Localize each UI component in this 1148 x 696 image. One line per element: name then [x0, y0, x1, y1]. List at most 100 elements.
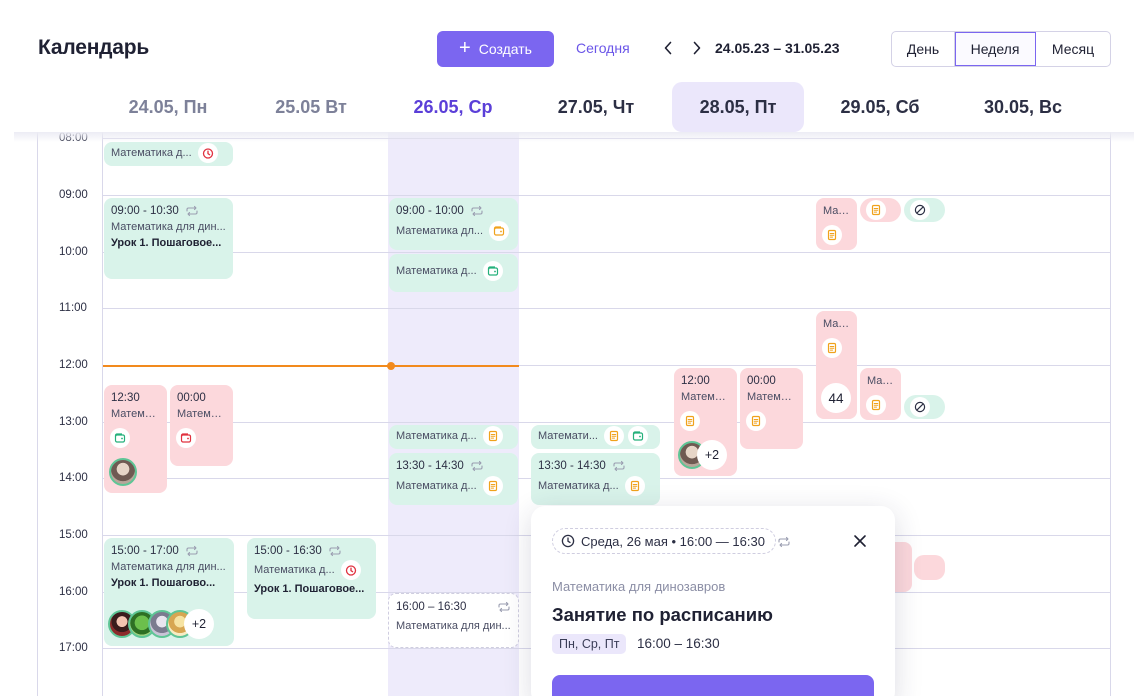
avatar — [109, 458, 137, 486]
current-time-line — [103, 365, 519, 367]
event-card[interactable]: 13:30 - 14:30 Математика д... — [389, 453, 518, 505]
event-popover: Среда, 26 мая • 16:00 — 16:30 Математика… — [531, 506, 895, 696]
hour-line — [102, 365, 1110, 366]
document-icon — [866, 200, 886, 220]
event-subject: Математика д... — [254, 564, 335, 576]
day-header-tue[interactable]: 25.05 Вт — [275, 96, 347, 117]
day-header-wed[interactable]: 26.05, Ср — [413, 96, 493, 117]
event-card[interactable]: 00:00 Матема... — [170, 385, 233, 466]
date-range: 24.05.23 – 31.05.23 — [715, 40, 840, 56]
time-label: 13:00 — [59, 416, 88, 428]
event-time: 00:00 — [747, 375, 776, 387]
more-participants[interactable]: +2 — [697, 440, 727, 470]
more-participants[interactable]: +2 — [184, 609, 214, 639]
event-card[interactable]: 13:30 - 14:30 Математика д... — [531, 453, 660, 505]
event-time: 13:30 - 14:30 — [396, 460, 464, 472]
event-subject: Математика д... — [538, 480, 619, 492]
popover-time: 16:00 – 16:30 — [637, 636, 720, 651]
repeat-icon — [471, 460, 483, 472]
event-time: 12:30 — [111, 392, 140, 404]
event-subject: Матема... — [681, 391, 730, 403]
time-label: 10:00 — [59, 246, 88, 258]
event-subject: Математика дл... — [396, 225, 484, 237]
event-card[interactable]: 12:30 Матема... — [104, 385, 167, 493]
document-icon — [822, 338, 842, 358]
close-icon[interactable] — [853, 534, 867, 548]
day-header-mon[interactable]: 24.05, Пн — [128, 96, 208, 117]
hour-line — [102, 252, 1110, 253]
prev-week-icon[interactable] — [661, 38, 675, 58]
day-header-sat[interactable]: 29.05, Сб — [840, 96, 920, 117]
popover-action-button[interactable] — [552, 675, 874, 696]
event-card[interactable]: Математика д... — [389, 254, 518, 292]
wallet-icon — [489, 221, 510, 241]
event-card[interactable]: 12:00 Матема... +2 — [674, 368, 737, 476]
time-label: 15:00 — [59, 529, 88, 541]
day-header-fri[interactable]: 28.05, Пт — [672, 82, 804, 132]
view-day-button[interactable]: День — [892, 32, 955, 66]
event-card[interactable]: Мат... 44 — [816, 311, 857, 419]
event-time: 09:00 - 10:00 — [396, 205, 464, 217]
hour-line — [102, 422, 1110, 423]
plus-icon: + — [459, 37, 471, 59]
next-week-icon[interactable] — [690, 38, 704, 58]
today-link[interactable]: Сегодня — [576, 40, 630, 56]
time-label: 11:00 — [59, 302, 87, 314]
event-card[interactable]: Мат... — [816, 198, 857, 250]
view-week-button[interactable]: Неделя — [955, 32, 1036, 66]
event-lesson: Урок 1. Пошаговое... — [254, 583, 365, 595]
wallet-icon — [482, 261, 503, 281]
event-time: 16:00 – 16:30 — [396, 601, 467, 613]
event-card[interactable] — [904, 198, 945, 222]
event-time: 15:00 - 17:00 — [111, 545, 179, 557]
event-card[interactable]: Математика д... — [389, 425, 518, 449]
document-icon — [482, 426, 503, 446]
event-card[interactable]: 15:00 - 16:30 Математика д... Урок 1. По… — [247, 538, 376, 619]
wallet-icon — [627, 426, 648, 446]
event-subject: Матема... — [747, 391, 796, 403]
event-card[interactable]: 09:00 - 10:00 Математика дл... — [389, 198, 518, 250]
time-label: 09:00 — [59, 189, 88, 201]
hour-line — [102, 195, 1110, 196]
document-icon — [624, 476, 645, 496]
event-lesson: Урок 1. Пошаговое... — [111, 237, 222, 249]
event-lesson: Урок 1. Пошагово... — [111, 577, 216, 589]
participants-count[interactable]: 44 — [821, 383, 851, 413]
repeat-icon — [329, 545, 341, 557]
event-card[interactable]: Математи... — [531, 425, 660, 449]
event-subject: Мат... — [823, 318, 850, 330]
event-subject: Математика д... — [111, 147, 192, 159]
grid-border-right — [1110, 132, 1111, 696]
event-subject: Математика д... — [396, 480, 477, 492]
header-shadow — [14, 132, 1134, 142]
event-card[interactable]: 15:00 - 17:00 Математика для дин... Урок… — [104, 538, 234, 646]
event-card[interactable]: 00:00 Матема... — [740, 368, 803, 449]
popover-days-badge: Пн, Ср, Пт — [552, 634, 627, 654]
event-card[interactable] — [904, 395, 945, 419]
view-switch: День Неделя Месяц — [891, 31, 1111, 67]
grid-border-left — [37, 132, 38, 696]
document-icon — [680, 411, 700, 431]
view-month-button[interactable]: Месяц — [1051, 41, 1095, 57]
alarm-icon — [197, 143, 218, 163]
event-card[interactable] — [914, 555, 945, 580]
time-label: 16:00 — [59, 586, 88, 598]
event-card[interactable]: Мат... — [860, 368, 901, 420]
create-button[interactable]: + Создать — [437, 31, 554, 67]
event-card[interactable]: Математика д... — [104, 142, 233, 166]
event-card[interactable]: 09:00 - 10:30 Математика для дин... Урок… — [104, 198, 233, 279]
day-header-sun[interactable]: 30.05, Вс — [983, 96, 1063, 117]
popover-datetime: Среда, 26 мая • 16:00 — 16:30 — [552, 528, 776, 554]
event-subject: Математика для дин... — [111, 221, 226, 233]
draft-event-card[interactable]: 16:00 – 16:30 Математика для дин... — [388, 593, 519, 648]
event-card[interactable] — [860, 198, 901, 222]
repeat-icon — [498, 601, 510, 613]
wallet-icon — [176, 428, 196, 448]
repeat-icon — [778, 536, 790, 548]
event-time: 09:00 - 10:30 — [111, 205, 179, 217]
popover-title: Занятие по расписанию — [552, 604, 773, 625]
day-header-thu[interactable]: 27.05, Чт — [557, 96, 635, 117]
time-label: 12:00 — [59, 359, 88, 371]
event-subject: Мат... — [867, 375, 894, 387]
repeat-icon — [471, 205, 483, 217]
